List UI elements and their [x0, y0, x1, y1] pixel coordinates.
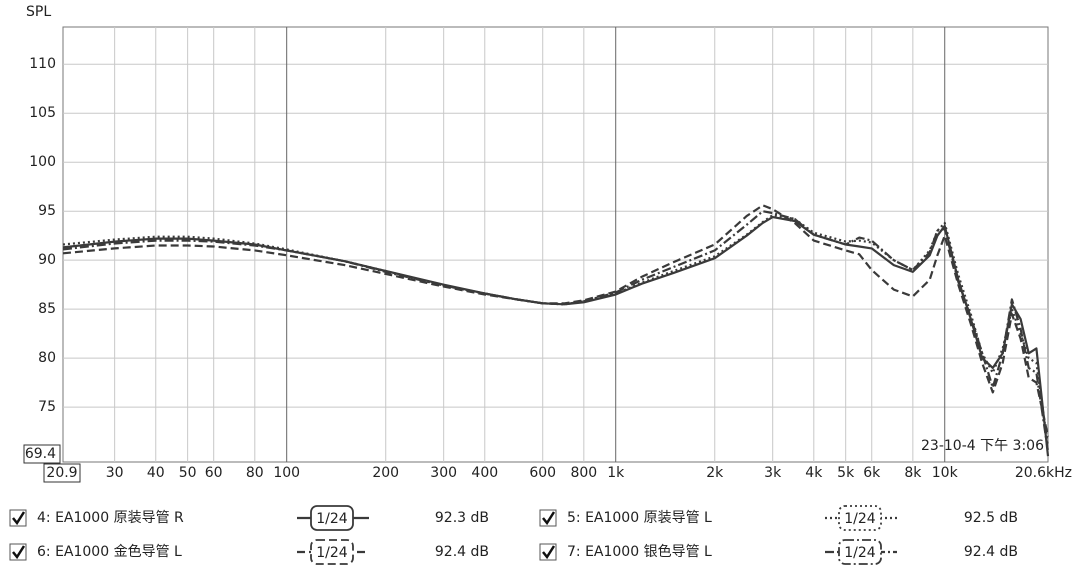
level-label: 92.4 dB: [964, 544, 1018, 560]
smoothing-label: 1/24: [316, 545, 348, 561]
smoothing-box: [310, 539, 354, 565]
legend-label: 4: EA1000 原装导管 R: [37, 510, 184, 526]
x-tick-label: 6k: [863, 465, 881, 481]
legend-label: 5: EA1000 原装导管 L: [567, 510, 712, 526]
smoothing-box: [838, 539, 882, 565]
timestamp: 23-10-4 下午 3:06: [921, 438, 1044, 454]
y-edge-box: [23, 444, 61, 464]
y-tick-label: 100: [29, 154, 56, 170]
smoothing-label: 1/24: [844, 545, 876, 561]
checkmark: [12, 511, 26, 526]
checkmark: [542, 545, 556, 560]
x-tick-label: 2k: [706, 465, 724, 481]
x-tick-label: 200: [372, 465, 399, 481]
y-tick-label: 110: [29, 56, 56, 72]
legend-label: 7: EA1000 银色导管 L: [567, 543, 712, 560]
x-tick-label: 80: [246, 465, 264, 481]
response-curve: [62, 210, 1050, 452]
x-tick-label: 8k: [904, 465, 922, 481]
y-tick-label: 90: [38, 252, 56, 268]
x-tick-label: 50: [179, 465, 197, 481]
x-tick-label: 400: [471, 465, 498, 481]
smoothing-box: [838, 505, 882, 531]
x-tick-label: 20.9: [46, 465, 77, 481]
x-tick-label: 40: [147, 465, 165, 481]
x-tick-label: 100: [273, 465, 300, 481]
level-label: 92.3 dB: [435, 510, 489, 526]
y-axis-label: SPL: [26, 4, 51, 20]
x-tick-label: 30: [106, 465, 124, 481]
y-tick-label: 69.4: [25, 446, 56, 462]
x-tick-label: 20.6kHz: [1015, 465, 1072, 481]
smoothing-label: 1/24: [316, 511, 348, 527]
x-tick-label: 60: [205, 465, 223, 481]
checkmark: [542, 511, 556, 526]
level-label: 92.5 dB: [964, 510, 1018, 526]
x-tick-label: 1k: [607, 465, 625, 481]
response-curve: [62, 204, 1050, 437]
x-tick-label: 4k: [805, 465, 823, 481]
level-label: 92.4 dB: [435, 544, 489, 560]
legend-entry: 7: EA1000 银色导管 L 1/24 92.4 dB: [539, 539, 1018, 565]
smoothing-box: [310, 505, 354, 531]
legend-label: 6: EA1000 金色导管 L: [37, 543, 182, 560]
y-tick-label: 80: [38, 350, 56, 366]
x-tick-label: 600: [529, 465, 556, 481]
x-edge-box: [43, 463, 81, 483]
x-tick-label: 300: [430, 465, 457, 481]
y-tick-label: 85: [38, 301, 56, 317]
y-tick-label: 95: [38, 203, 56, 219]
legend-entry: 6: EA1000 金色导管 L 1/24 92.4 dB: [9, 539, 489, 565]
legend-entry: 5: EA1000 原装导管 L 1/24 92.5 dB: [539, 505, 1018, 531]
plot-frame: [62, 26, 1049, 463]
x-tick-label: 5k: [837, 465, 855, 481]
x-tick-label: 10k: [932, 465, 959, 481]
y-tick-label: 105: [29, 105, 56, 121]
x-tick-label: 3k: [764, 465, 782, 481]
y-tick-label: 75: [38, 399, 56, 415]
checkmark: [12, 545, 26, 560]
legend-entry: 4: EA1000 原装导管 R 1/24 92.3 dB: [9, 505, 489, 531]
smoothing-label: 1/24: [844, 511, 876, 527]
x-tick-label: 800: [570, 465, 597, 481]
response-curve: [62, 214, 1050, 447]
